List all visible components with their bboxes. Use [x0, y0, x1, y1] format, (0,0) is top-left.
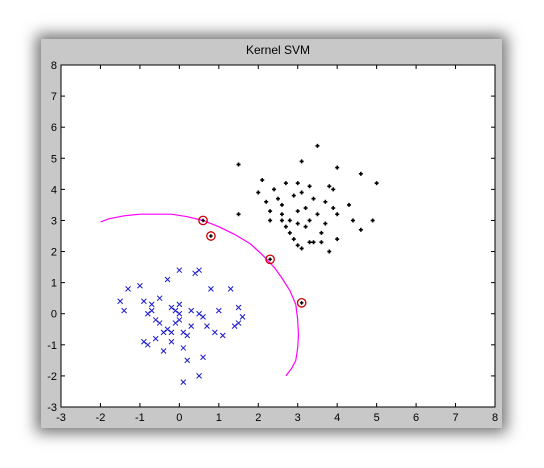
kernel-svm-scatter-plot: Kernel SVM -3 -2 -1 0 1 2 3 4 5 6 7 8 -3 -2 -1 0 1 2 3 4 5 6 7… — [41, 39, 502, 428]
x-tick-label: 5 — [374, 412, 380, 424]
x-tick-label: -2 — [96, 412, 106, 424]
y-tick-label: -1 — [47, 340, 57, 352]
x-tick-label: 2 — [255, 412, 261, 424]
y-tick-label: 6 — [51, 122, 57, 134]
x-tick-label: -1 — [135, 412, 145, 424]
x-tick-label: 7 — [452, 412, 458, 424]
x-tick-label: 4 — [334, 412, 340, 424]
y-tick-label: -3 — [47, 402, 57, 414]
figure-window: Kernel SVM -3 -2 -1 0 1 2 3 4 5 6 7 8 -3 -2 -1 0 1 2 3 4 5 6 7… — [41, 39, 502, 428]
x-tick-label: 3 — [295, 412, 301, 424]
y-tick-label: 3 — [51, 215, 57, 227]
y-tick-label: 4 — [51, 184, 57, 196]
plot-area — [61, 65, 495, 407]
y-tick-label: 2 — [51, 247, 57, 259]
x-tick-label: -3 — [56, 412, 66, 424]
y-tick-label: -2 — [47, 371, 57, 383]
x-tick-label: 6 — [413, 412, 419, 424]
chart-title: Kernel SVM — [246, 43, 310, 57]
x-tick-label: 1 — [216, 412, 222, 424]
y-tick-label: 0 — [51, 309, 57, 321]
x-tick-label: 8 — [492, 412, 498, 424]
y-tick-label: 8 — [51, 60, 57, 72]
x-tick-label: 0 — [176, 412, 182, 424]
y-tick-label: 5 — [51, 153, 57, 165]
y-tick-label: 1 — [51, 278, 57, 290]
y-tick-label: 7 — [51, 91, 57, 103]
